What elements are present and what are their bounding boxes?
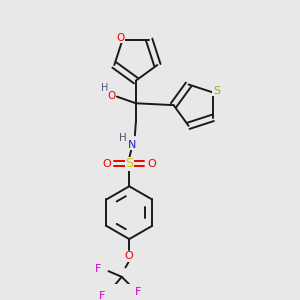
Text: F: F <box>134 287 141 297</box>
Text: F: F <box>99 291 105 300</box>
Text: S: S <box>125 157 133 170</box>
Text: O: O <box>102 159 111 169</box>
Text: S: S <box>213 85 220 95</box>
Text: O: O <box>116 33 125 43</box>
Text: O: O <box>148 159 156 169</box>
Text: O: O <box>125 251 134 261</box>
Text: H: H <box>119 133 127 143</box>
Text: H: H <box>101 83 108 93</box>
Text: F: F <box>95 264 101 274</box>
Text: O: O <box>107 91 116 101</box>
Text: N: N <box>128 140 136 150</box>
